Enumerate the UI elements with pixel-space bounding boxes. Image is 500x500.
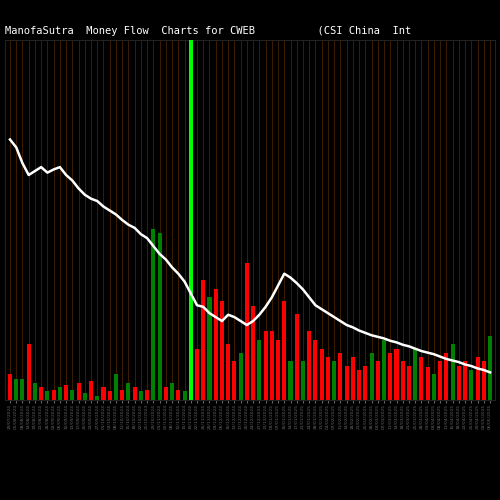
Bar xyxy=(158,233,162,400)
Bar xyxy=(438,362,442,400)
Bar xyxy=(357,370,361,400)
Bar xyxy=(388,353,392,400)
Bar xyxy=(95,396,100,400)
Bar xyxy=(400,362,405,400)
Bar xyxy=(288,362,292,400)
Bar xyxy=(39,387,43,400)
Bar xyxy=(450,344,454,400)
Bar xyxy=(14,378,18,400)
Bar xyxy=(476,357,480,400)
Bar xyxy=(46,392,50,400)
Bar xyxy=(64,384,68,400)
Bar xyxy=(58,387,62,400)
Bar xyxy=(164,387,168,400)
Bar xyxy=(444,353,448,400)
Bar xyxy=(344,366,348,400)
Bar xyxy=(102,387,105,400)
Bar xyxy=(52,390,56,400)
Bar xyxy=(326,357,330,400)
Bar xyxy=(407,366,411,400)
Bar xyxy=(20,378,24,400)
Bar xyxy=(394,348,398,400)
Bar xyxy=(382,340,386,400)
Bar xyxy=(170,383,174,400)
Bar xyxy=(182,392,186,400)
Bar xyxy=(83,393,87,400)
Bar xyxy=(294,314,299,400)
Bar xyxy=(126,383,130,400)
Bar xyxy=(338,353,342,400)
Bar xyxy=(301,362,305,400)
Bar xyxy=(426,368,430,400)
Bar xyxy=(201,280,205,400)
Bar xyxy=(370,353,374,400)
Bar xyxy=(220,302,224,400)
Bar xyxy=(270,332,274,400)
Bar xyxy=(26,344,30,400)
Bar xyxy=(488,336,492,400)
Bar xyxy=(139,392,143,400)
Bar xyxy=(470,370,474,400)
Bar xyxy=(195,348,199,400)
Bar xyxy=(420,357,424,400)
Bar xyxy=(320,348,324,400)
Bar xyxy=(70,390,74,400)
Bar xyxy=(232,362,236,400)
Bar xyxy=(238,353,242,400)
Bar xyxy=(152,228,156,400)
Bar xyxy=(208,297,212,400)
Bar xyxy=(376,362,380,400)
Bar xyxy=(457,366,461,400)
Bar xyxy=(33,383,37,400)
Bar xyxy=(314,340,318,400)
Bar xyxy=(351,357,355,400)
Bar xyxy=(276,340,280,400)
Bar xyxy=(226,344,230,400)
Bar xyxy=(114,374,118,400)
Bar xyxy=(307,332,312,400)
Bar xyxy=(364,366,368,400)
Bar xyxy=(214,288,218,400)
Bar xyxy=(264,332,268,400)
Bar xyxy=(120,390,124,400)
Bar xyxy=(463,362,467,400)
Bar xyxy=(108,392,112,400)
Bar xyxy=(251,306,255,400)
Bar xyxy=(145,390,149,400)
Bar xyxy=(258,340,262,400)
Bar xyxy=(176,390,180,400)
Bar xyxy=(89,381,93,400)
Bar xyxy=(245,263,249,400)
Bar xyxy=(432,374,436,400)
Bar xyxy=(76,383,80,400)
Bar xyxy=(413,348,417,400)
Bar xyxy=(8,374,12,400)
Text: ManofaSutra  Money Flow  Charts for CWEB          (CSI China  Int: ManofaSutra Money Flow Charts for CWEB (… xyxy=(5,26,411,36)
Bar xyxy=(482,362,486,400)
Bar xyxy=(132,387,136,400)
Bar xyxy=(189,40,193,400)
Bar xyxy=(332,362,336,400)
Bar xyxy=(282,302,286,400)
